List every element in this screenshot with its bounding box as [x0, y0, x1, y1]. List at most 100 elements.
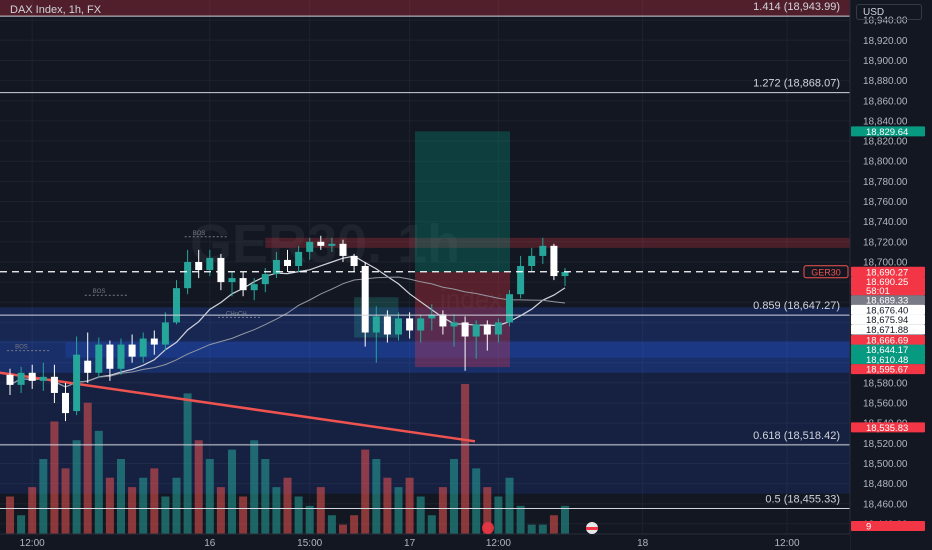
price-tick-label: 18,740.00	[863, 217, 908, 228]
volume-bar	[461, 384, 470, 534]
volume-bar	[283, 477, 292, 534]
candle-body	[339, 243, 347, 256]
price-tick-label: 18,460.00	[863, 499, 908, 510]
volume-bar	[516, 505, 525, 534]
flag-stripe-icon	[586, 527, 598, 530]
candle-body	[328, 243, 336, 246]
candle-body	[406, 318, 414, 331]
candle-body	[50, 376, 58, 393]
price-tick-label: 18,780.00	[863, 177, 908, 188]
price-badge-label: 18,610.48	[866, 355, 908, 366]
moving-average-slow	[9, 276, 566, 388]
candle-body	[139, 338, 147, 357]
candle-body	[106, 344, 114, 369]
candle-body	[17, 372, 25, 385]
currency-selector[interactable]: USD	[856, 4, 922, 20]
candle-body	[450, 322, 458, 327]
volume-bar	[438, 487, 447, 534]
price-badge	[851, 422, 925, 433]
candle-body	[428, 314, 436, 319]
volume-bar	[272, 487, 281, 534]
volume-bar	[50, 421, 59, 534]
candle-body	[206, 257, 214, 271]
candle-body	[173, 288, 180, 323]
fib-level-label: 0.5 (18,455.33)	[765, 493, 840, 505]
price-tick-label: 18,860.00	[863, 96, 908, 107]
supply-zone-top	[0, 0, 850, 17]
volume-bar	[150, 468, 159, 534]
volume-bar	[549, 515, 558, 534]
price-badge	[851, 276, 925, 287]
symbol-tag-label: GER30	[811, 267, 841, 277]
price-badge-label: 18,675.94	[866, 315, 908, 326]
candle-body	[383, 316, 391, 335]
price-tick-label: 18,760.00	[863, 197, 908, 208]
price-badge	[851, 520, 925, 531]
candle-body	[528, 255, 536, 266]
fib-level-label: 1.414 (18,943.99)	[753, 1, 840, 13]
watermark-subtitle: index	[440, 284, 502, 314]
volume-bar	[494, 496, 503, 534]
candle-body	[128, 344, 136, 357]
price-tick-label: 18,940.00	[863, 16, 908, 27]
candle-body	[395, 318, 402, 335]
volume-bar	[427, 515, 436, 534]
candle-body	[317, 241, 325, 246]
volume-bar	[61, 468, 70, 534]
time-axis-panel[interactable]	[0, 534, 850, 550]
volume-bar	[372, 459, 381, 534]
price-badge	[851, 344, 925, 355]
fib-level-label: 1.272 (18,868.07)	[753, 78, 840, 90]
price-tick-label: 18,700.00	[863, 257, 908, 268]
economic-event-icon[interactable]	[482, 522, 494, 534]
price-badge-label: 18,595.67	[866, 365, 908, 376]
price-badge	[851, 354, 925, 365]
price-badge	[851, 285, 925, 296]
price-badge-label: 18,666.69	[866, 335, 908, 346]
candle-body	[494, 322, 502, 335]
volume-bar	[117, 459, 125, 534]
price-tick-label: 18,800.00	[863, 157, 908, 168]
price-tick-label: 18,480.00	[863, 479, 908, 490]
fib-level-label: 0.859 (18,647.27)	[753, 300, 840, 312]
price-badge-label: 18,829.64	[866, 127, 908, 138]
price-tick-label: 18,820.00	[863, 137, 908, 148]
candle-body	[517, 265, 525, 295]
price-badge-label: 18,671.88	[866, 325, 908, 336]
candle-body	[217, 257, 225, 283]
volume-bar	[28, 487, 37, 534]
price-badge	[851, 314, 925, 325]
candle-body	[439, 314, 447, 327]
price-badge	[851, 266, 925, 277]
price-tick-label: 18,520.00	[863, 439, 908, 450]
price-tick-label: 18,500.00	[863, 459, 908, 470]
candle-body	[506, 294, 513, 323]
candle-body	[483, 324, 491, 335]
price-badge	[851, 295, 925, 306]
candle-body	[84, 360, 92, 373]
price-tick-label: 18,900.00	[863, 56, 908, 67]
price-badge	[851, 324, 925, 335]
price-badge-label: 58:01	[866, 286, 890, 297]
price-badge	[851, 334, 925, 345]
volume-bar	[561, 505, 569, 534]
volume-bar	[17, 515, 26, 534]
volume-bar	[72, 440, 81, 534]
price-badge-label: 18,689.33	[866, 296, 908, 307]
volume-bar	[294, 496, 303, 534]
candle-body	[461, 322, 469, 337]
price-tick-label: 18,580.00	[863, 378, 908, 389]
candle-body	[62, 392, 69, 414]
time-tick-label: 16	[204, 538, 216, 549]
structure-label: BOS	[15, 345, 28, 351]
volume-bar	[250, 440, 259, 534]
price-badge-label: 18,644.17	[866, 345, 908, 356]
volume-bar	[472, 468, 481, 534]
volume-bar	[505, 477, 514, 534]
volume-bar	[105, 477, 114, 534]
volume-bar	[405, 477, 414, 534]
volume-bar	[316, 487, 325, 534]
symbol-tag[interactable]	[803, 265, 849, 279]
